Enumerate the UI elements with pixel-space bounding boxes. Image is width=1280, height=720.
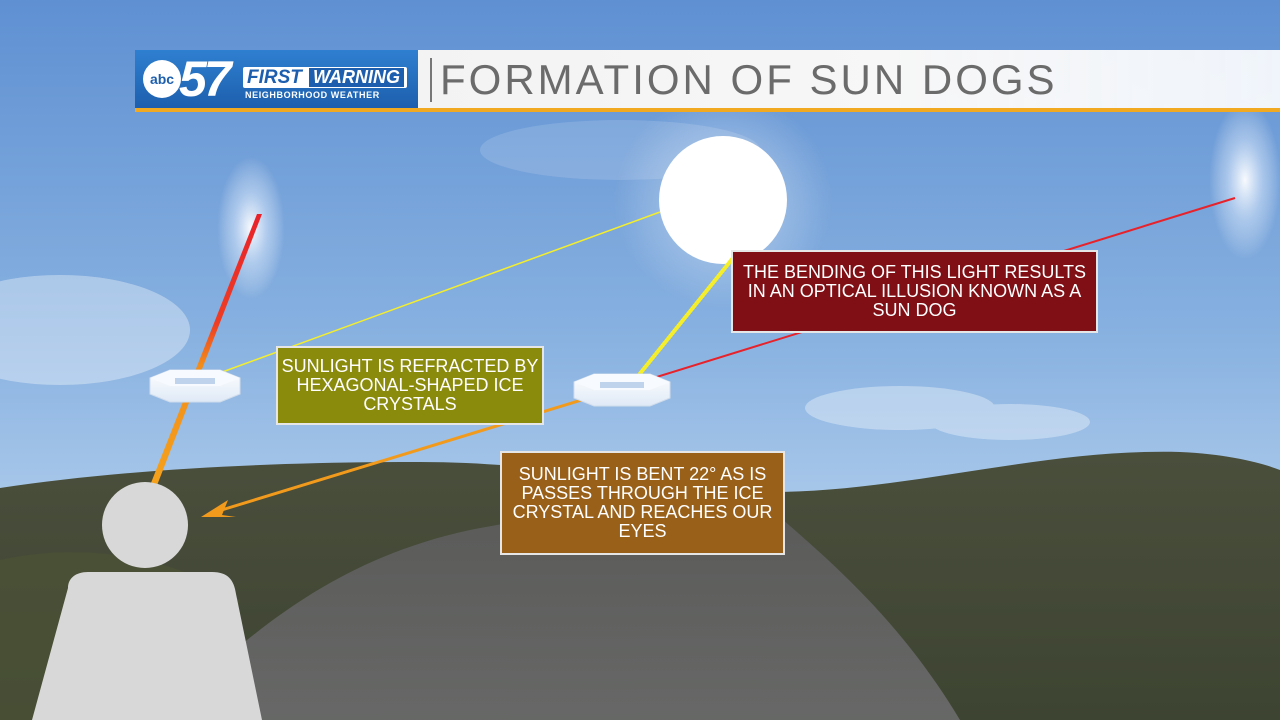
title-divider (430, 58, 432, 102)
callout-refracted-text: SUNLIGHT IS REFRACTED BY HEXAGONAL-SHAPE… (281, 356, 539, 414)
channel-number: 57 (179, 51, 232, 107)
ice-crystal-right (573, 373, 671, 407)
person-silhouette-icon (32, 482, 262, 720)
sun-dog-ray-left (149, 214, 262, 488)
ray-arrowhead-icon (201, 500, 236, 517)
station-logo: abc 57 FIRST WARNING NEIGHBORHOOD WEATHE… (135, 50, 418, 108)
logo-tagline: NEIGHBORHOOD WEATHER (245, 90, 380, 100)
title-panel: FORMATION OF SUN DOGS (418, 50, 1280, 108)
accent-stripe (135, 108, 1280, 112)
sun-ray-to-right-crystal (632, 256, 735, 383)
first-label: FIRST (247, 67, 302, 88)
dirt-path (160, 500, 960, 720)
sun-ray-to-left-crystal (194, 211, 661, 383)
first-warning-badge: FIRST WARNING (243, 67, 407, 88)
header-banner: abc 57 FIRST WARNING NEIGHBORHOOD WEATHE… (135, 50, 1280, 112)
callout-refracted: SUNLIGHT IS REFRACTED BY HEXAGONAL-SHAPE… (276, 346, 544, 425)
callout-bent-text: SUNLIGHT IS BENT 22° AS IS PASSES THROUG… (512, 464, 773, 541)
sun-dog-left-glow (217, 156, 285, 300)
bent-ray-to-eye (214, 382, 635, 514)
sun-icon (659, 136, 787, 264)
ice-crystal-left (149, 369, 241, 403)
sun-dog-right-glow (1209, 100, 1280, 260)
abc-logo-icon: abc (143, 60, 181, 98)
callout-illusion: THE BENDING OF THIS LIGHT RESULTS IN AN … (731, 250, 1098, 333)
callout-illusion-text: THE BENDING OF THIS LIGHT RESULTS IN AN … (742, 262, 1087, 320)
callout-bent: SUNLIGHT IS BENT 22° AS IS PASSES THROUG… (500, 451, 785, 555)
warning-label: WARNING (309, 68, 404, 87)
page-title: FORMATION OF SUN DOGS (440, 56, 1058, 103)
